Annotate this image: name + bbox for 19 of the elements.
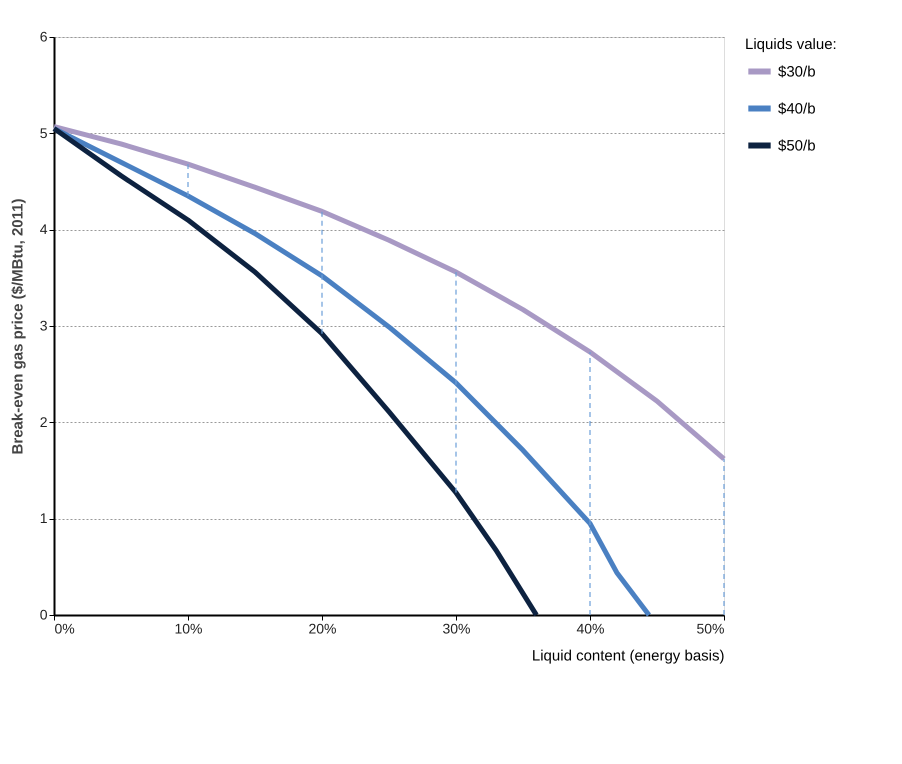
y-tick-label: 5 <box>40 124 48 141</box>
y-tick-label: 2 <box>40 414 48 430</box>
x-tick-label: 50% <box>696 620 724 636</box>
x-tick-label: 30% <box>442 620 471 636</box>
legend-label: $40/b <box>778 100 816 118</box>
x-axis-title: Liquid content (energy basis) <box>532 648 724 664</box>
y-tick-label: 1 <box>40 510 48 526</box>
y-tick-label: 4 <box>40 221 48 238</box>
y-tick-label: 3 <box>40 318 48 334</box>
x-tick-label: 20% <box>308 620 337 636</box>
y-axis-title: Break-even gas price ($/MBtu, 2011) <box>10 198 27 454</box>
legend-title: Liquids value: <box>745 36 837 53</box>
y-tick-label: 0 <box>40 606 48 622</box>
x-tick-label: 0% <box>54 620 75 636</box>
y-tick-label: 6 <box>40 28 48 44</box>
x-tick-label: 40% <box>576 620 605 636</box>
x-tick-label: 10% <box>174 620 203 636</box>
legend-label: $50/b <box>778 138 816 154</box>
legend-label: $30/b <box>778 64 816 80</box>
